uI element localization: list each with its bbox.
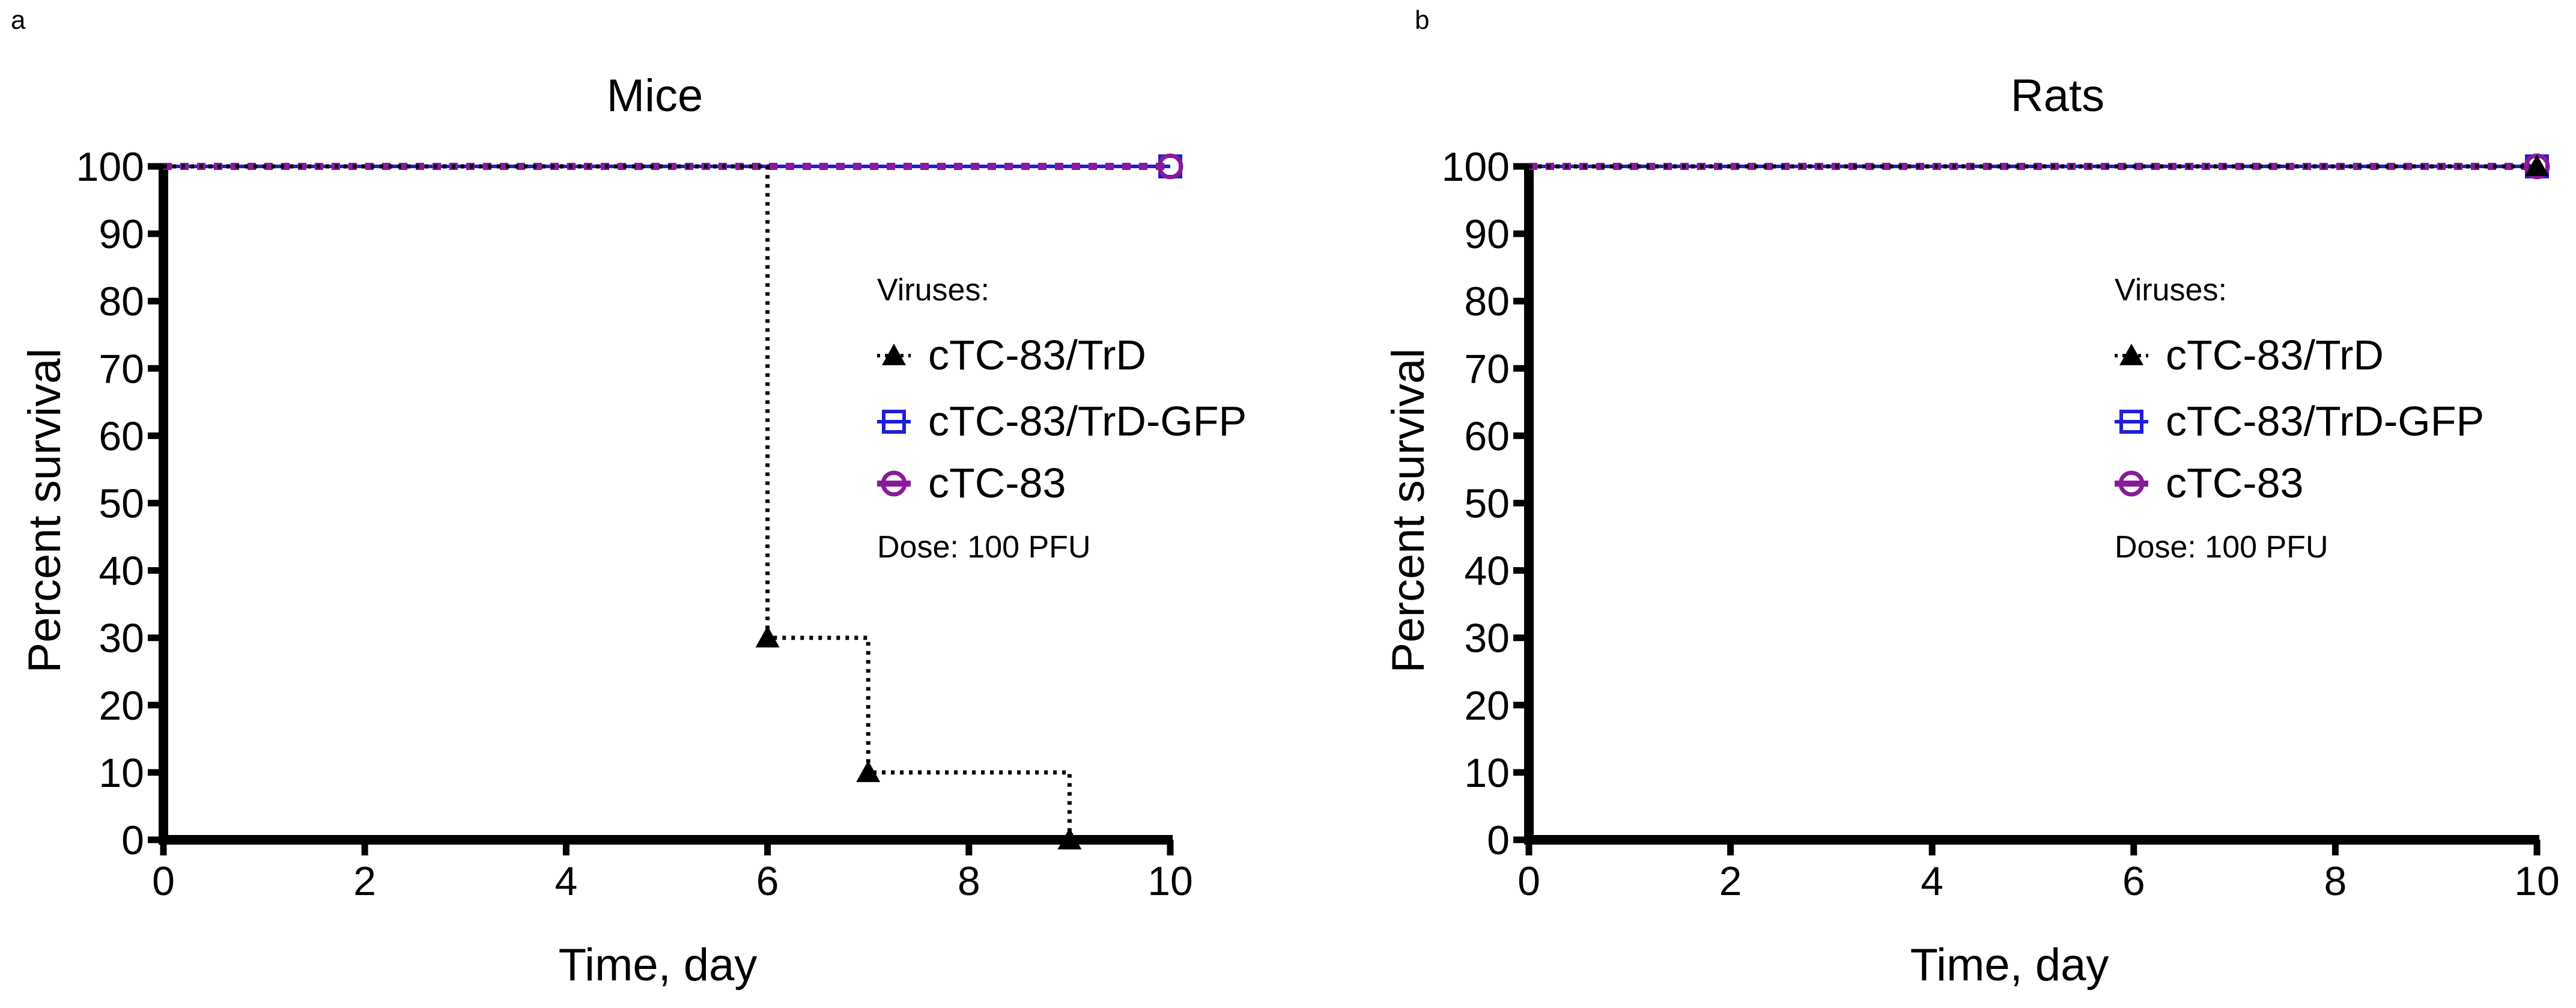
legend-swatch-ctc83	[877, 470, 911, 497]
legend: Viruses: cTC-83/TrD cTC-83/TrD-GFP cTC-8…	[877, 273, 1247, 565]
x-tick-label: 10	[1147, 858, 1193, 904]
legend-title: Viruses:	[877, 273, 989, 308]
x-tick-label: 2	[353, 858, 376, 904]
x-tick-label: 6	[2122, 858, 2145, 904]
legend-title: Viruses:	[2115, 273, 2227, 308]
legend-item-ctc83: cTC-83	[877, 460, 1066, 506]
y-tick-label: 20	[99, 683, 144, 729]
series-layer	[1529, 153, 2550, 180]
legend-swatch-gfp	[2115, 410, 2148, 434]
legend-label: cTC-83	[2166, 460, 2303, 506]
legend-label: cTC-83/TrD-GFP	[2166, 398, 2484, 445]
y-ticks: 0 10 20 30 40 50 60 70 80 90 100	[1442, 144, 1529, 863]
legend-label: cTC-83	[928, 460, 1066, 506]
legend-swatch-gfp	[877, 410, 911, 434]
y-tick-label: 0	[121, 818, 144, 863]
x-ticks: 0 2 4 6 8 10	[1517, 840, 2560, 904]
y-tick-label: 100	[76, 144, 144, 190]
x-tick-label: 8	[2324, 858, 2347, 904]
data-point-trd	[755, 625, 780, 648]
y-tick-label: 20	[1464, 683, 1510, 729]
legend-swatch-ctc83	[2115, 470, 2148, 497]
y-tick-label: 70	[1464, 346, 1510, 392]
chart-title: Mice	[607, 70, 703, 121]
y-tick-label: 80	[99, 279, 144, 324]
dose-label: Dose: 100 PFU	[2115, 530, 2328, 565]
y-tick-label: 50	[99, 481, 144, 527]
legend-item-gfp: cTC-83/TrD-GFP	[2115, 398, 2484, 445]
x-tick-label: 0	[152, 858, 175, 904]
y-tick-label: 60	[1464, 413, 1510, 459]
legend-marker-gfp	[2119, 410, 2143, 434]
legend-swatch-trd	[877, 344, 911, 365]
y-tick-label: 100	[1442, 144, 1510, 190]
x-tick-label: 10	[2514, 858, 2560, 904]
x-tick-label: 4	[1921, 858, 1943, 904]
y-tick-label: 40	[1464, 548, 1510, 594]
series-line-trd	[163, 164, 1072, 840]
y-ticks: 0 10 20 30 40 50 60 70 80 90 100	[76, 144, 163, 863]
y-tick-label: 80	[1464, 279, 1510, 324]
legend-label: cTC-83/TrD-GFP	[928, 398, 1247, 445]
dose-label: Dose: 100 PFU	[877, 530, 1091, 565]
data-point-ctc83	[1157, 153, 1183, 180]
x-axis-label: Time, day	[1910, 940, 2109, 991]
legend: Viruses: cTC-83/TrD cTC-83/TrD-GFP cTC-8…	[2115, 273, 2484, 565]
x-tick-label: 6	[756, 858, 779, 904]
x-ticks: 0 2 4 6 8 10	[152, 840, 1193, 904]
series-layer	[163, 153, 1183, 849]
y-tick-label: 70	[99, 346, 144, 392]
legend-marker-gfp	[882, 410, 906, 434]
x-tick-label: 2	[1719, 858, 1742, 904]
legend-item-ctc83: cTC-83	[2115, 460, 2303, 506]
legend-marker-trd	[882, 344, 906, 365]
y-tick-label: 0	[1487, 818, 1510, 863]
y-axis-label: Percent survival	[19, 348, 70, 673]
y-tick-label: 30	[1464, 616, 1510, 661]
y-tick-label: 60	[99, 413, 144, 459]
data-point-trd	[2525, 154, 2549, 176]
axes	[1524, 164, 2539, 845]
legend-item-trd: cTC-83/TrD	[877, 332, 1146, 378]
y-tick-label: 30	[99, 616, 144, 661]
y-tick-label: 90	[1464, 211, 1510, 257]
legend-marker-trd	[2119, 344, 2143, 365]
x-tick-label: 4	[554, 858, 577, 904]
legend-label: cTC-83/TrD	[2166, 332, 2384, 378]
y-tick-label: 10	[99, 750, 144, 796]
panel-letter: a	[11, 5, 26, 35]
x-tick-label: 0	[1517, 858, 1540, 904]
y-tick-label: 40	[99, 548, 144, 594]
legend-marker-ctc83	[881, 470, 907, 497]
data-point-trd	[856, 760, 881, 782]
legend-marker-ctc83	[2118, 470, 2145, 497]
legend-item-trd: cTC-83/TrD	[2115, 332, 2384, 378]
panel-b: b Rats Percent survival Time, day 010203…	[1383, 5, 2560, 991]
legend-label: cTC-83/TrD	[928, 332, 1146, 378]
x-axis-label: Time, day	[559, 940, 758, 991]
panel-a: a Mice Percent survival Time, day 010203…	[11, 5, 1247, 991]
y-tick-label: 90	[99, 211, 144, 257]
y-axis-label: Percent survival	[1383, 348, 1434, 673]
y-tick-label: 10	[1464, 750, 1510, 796]
legend-swatch-trd	[2115, 344, 2148, 365]
legend-item-gfp: cTC-83/TrD-GFP	[877, 398, 1247, 445]
data-point-trd	[1057, 828, 1082, 849]
x-tick-label: 8	[958, 858, 980, 904]
chart-title: Rats	[2011, 70, 2104, 121]
y-tick-label: 50	[1464, 481, 1510, 527]
panel-letter: b	[1415, 5, 1429, 35]
